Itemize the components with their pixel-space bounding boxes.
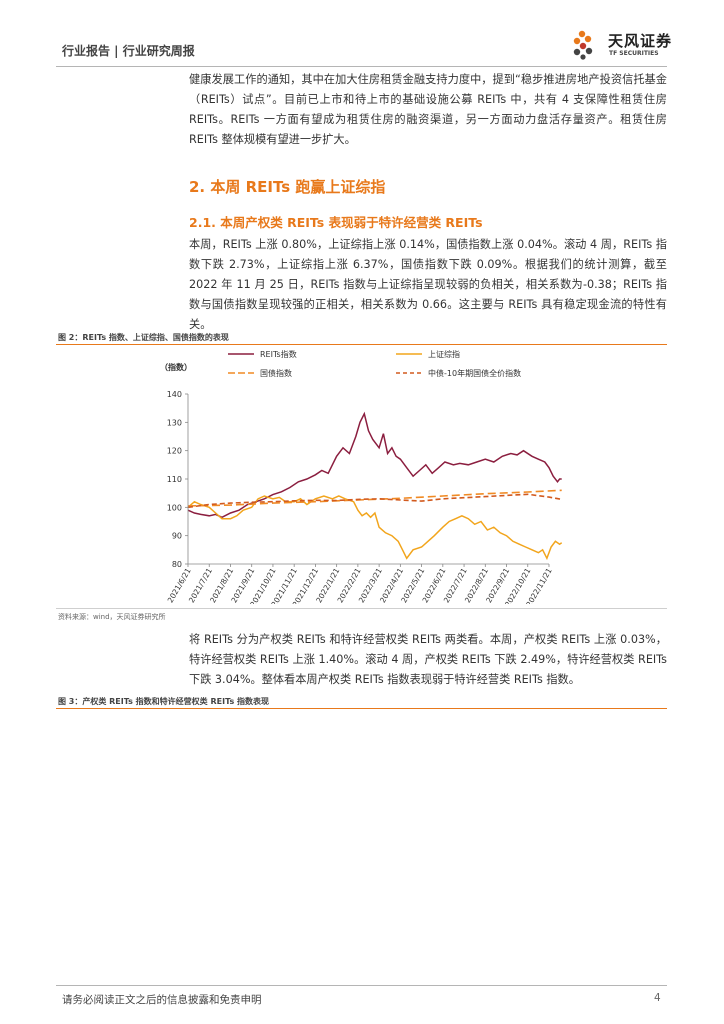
logo-text-en: TF SECURITIES — [609, 50, 659, 57]
series-line-2 — [187, 495, 563, 561]
y-tick-label: 140 — [167, 390, 182, 399]
section-2-heading: 2. 本周 REITs 跑赢上证综指 — [189, 178, 386, 196]
y-tick-label: 120 — [167, 447, 182, 456]
tf-securities-logo-icon — [573, 30, 593, 60]
legend-label-3: 国债指数 — [260, 368, 292, 378]
section-2-1-heading: 2.1. 本周产权类 REITs 表现弱于特许经营类 REITs — [189, 215, 483, 230]
y-tick-label: 130 — [167, 418, 182, 427]
series-line-3 — [187, 489, 562, 507]
legend-label-2: 上证综指 — [428, 349, 460, 359]
paragraph-weekly-performance: 本周，REITs 上涨 0.80%，上证综指上涨 0.14%，国债指数上涨 0.… — [189, 238, 667, 331]
header-category: 行业报告 | 行业研究周报 — [62, 44, 195, 58]
figure-3-title: 图 3：产权类 REITs 指数和特许经营权类 REITs 指数表现 — [58, 697, 270, 706]
y-tick-label: 90 — [172, 532, 182, 541]
intro-paragraph: 健康发展工作的通知，其中在加大住房租赁金融支持力度中，提到“稳步推进房地产投资信… — [189, 73, 667, 146]
logo-text: 天风证券 — [608, 32, 673, 50]
y-tick-label: 100 — [167, 503, 182, 512]
series-line-4 — [187, 493, 562, 509]
legend-label-4: 中债-10年期国债全价指数 — [428, 368, 521, 378]
footer-divider — [56, 985, 667, 986]
paragraph-reits-categories: 将 REITs 分为产权类 REITs 和特许经营权类 REITs 两类看。本周… — [189, 633, 667, 686]
y-tick-label: 80 — [172, 560, 182, 569]
series-line-1 — [187, 411, 562, 519]
figure-2-bottom-rule — [56, 608, 667, 609]
legend-label-1: REITs指数 — [260, 349, 297, 359]
footer-disclaimer: 请务必阅读正文之后的信息披露和免责申明 — [62, 994, 262, 1006]
page-number: 4 — [654, 992, 661, 1004]
figure-2-top-rule — [56, 344, 667, 345]
y-tick-label: 110 — [167, 475, 182, 484]
figure-2-source: 资料来源：wind，天风证券研究所 — [58, 613, 166, 621]
figure-3-top-rule — [56, 708, 667, 709]
figure-2-chart: 80901001101201301402021/6/212021/7/21202… — [160, 349, 563, 604]
y-axis-label: （指数） — [160, 362, 192, 372]
header-divider — [56, 66, 667, 67]
figure-2-title: 图 2：REITs 指数、上证综指、国债指数的表现 — [58, 333, 229, 342]
